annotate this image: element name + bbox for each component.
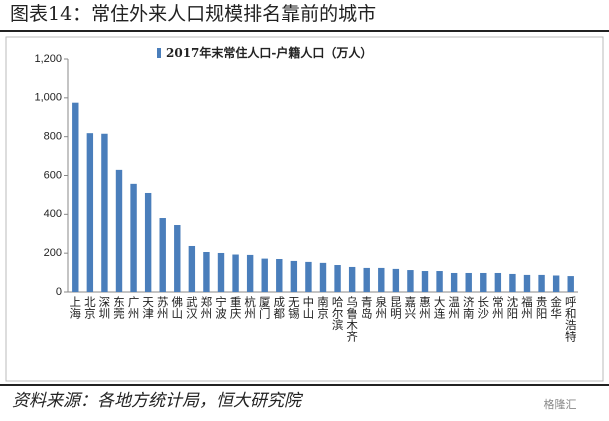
x-tick-label: 乌鲁木齐 — [345, 295, 359, 343]
y-tick-label: 600 — [44, 169, 62, 181]
x-tick-label: 厦门 — [258, 296, 272, 320]
x-tick-label: 大连 — [433, 295, 447, 320]
x-tick-label: 惠州 — [418, 295, 432, 319]
source: 资料来源：各地方统计局，恒大研究院 — [12, 391, 304, 411]
legend-label: 2017年末常住人口-户籍人口（万人） — [166, 45, 372, 60]
bar — [217, 252, 225, 292]
bar — [101, 133, 108, 292]
y-tick-label: 1,000 — [34, 92, 62, 104]
bar — [436, 271, 443, 292]
watermark: 格隆汇 — [544, 397, 577, 411]
x-tick-label: 东莞 — [112, 296, 126, 320]
bar — [480, 272, 487, 292]
bar — [334, 265, 341, 292]
chart-frame — [5, 36, 604, 382]
x-tick-label: 长沙 — [476, 296, 490, 319]
x-tick-label: 深圳 — [97, 295, 111, 319]
x-tick-label: 温州 — [447, 295, 461, 319]
bar — [290, 260, 298, 292]
x-tick-label: 上海 — [68, 296, 82, 320]
x-tick-label: 成都 — [272, 296, 286, 319]
x-tick-label: 常州 — [491, 296, 505, 319]
y-tick-label: 200 — [44, 247, 62, 259]
bar — [261, 258, 268, 292]
bar — [363, 267, 370, 292]
x-tick-label: 无锡 — [287, 296, 301, 320]
bar — [188, 245, 196, 292]
bar — [276, 258, 283, 292]
x-tick-label: 泉州 — [374, 295, 388, 319]
bar — [538, 274, 545, 292]
x-tick-label: 南京 — [316, 295, 330, 320]
x-tick-label: 郑州 — [199, 295, 213, 319]
y-tick-label: 0 — [56, 286, 62, 298]
bar — [72, 102, 79, 292]
bar — [494, 272, 502, 292]
bar — [305, 261, 312, 292]
bar — [130, 183, 137, 292]
bar — [465, 272, 472, 292]
x-tick-label: 福州 — [520, 295, 534, 319]
x-tick-label: 佛山 — [170, 296, 184, 319]
x-tick-label: 中山 — [301, 296, 315, 319]
bar — [246, 254, 254, 292]
y-tick-label: 800 — [44, 131, 62, 143]
bar — [523, 274, 531, 292]
x-tick-label: 北京 — [83, 296, 97, 320]
bar — [159, 218, 166, 292]
bar — [407, 270, 414, 292]
chart-title: 图表14：常住外来人口规模排名靠前的城市 — [10, 3, 376, 25]
x-tick-label: 沈阳 — [505, 295, 519, 319]
y-tick-label: 1,200 — [34, 53, 62, 65]
x-tick-label: 青岛 — [360, 296, 374, 320]
bar — [509, 273, 516, 292]
bar — [232, 254, 239, 292]
bar — [144, 192, 152, 292]
bar — [450, 272, 458, 292]
x-tick-label: 哈尔滨 — [331, 296, 345, 331]
x-tick-label: 苏州 — [156, 296, 170, 319]
legend-swatch — [157, 48, 161, 58]
x-tick-label: 金华 — [549, 295, 563, 319]
x-tick-label: 济南 — [462, 295, 476, 319]
bar — [378, 267, 385, 292]
bar — [115, 169, 123, 292]
bar — [392, 268, 400, 292]
x-tick-label: 天津 — [141, 296, 155, 319]
bar — [86, 133, 94, 292]
bar — [174, 225, 181, 292]
x-tick-label: 重庆 — [229, 295, 243, 320]
x-tick-label: 贵阳 — [535, 296, 549, 319]
x-tick-label: 广州 — [127, 296, 141, 319]
bar — [348, 266, 356, 292]
bar — [567, 276, 574, 292]
bar — [552, 275, 560, 292]
y-tick-label: 400 — [44, 208, 62, 220]
bar — [203, 252, 210, 292]
x-tick-label: 嘉兴 — [403, 296, 417, 319]
x-tick-label: 杭州 — [243, 295, 257, 319]
x-tick-label: 昆明 — [389, 296, 403, 320]
x-tick-label: 呼和浩特 — [564, 296, 578, 342]
bar — [421, 271, 429, 292]
bar — [319, 262, 327, 292]
x-tick-label: 武汉 — [185, 296, 199, 320]
x-tick-label: 宁波 — [214, 295, 228, 320]
